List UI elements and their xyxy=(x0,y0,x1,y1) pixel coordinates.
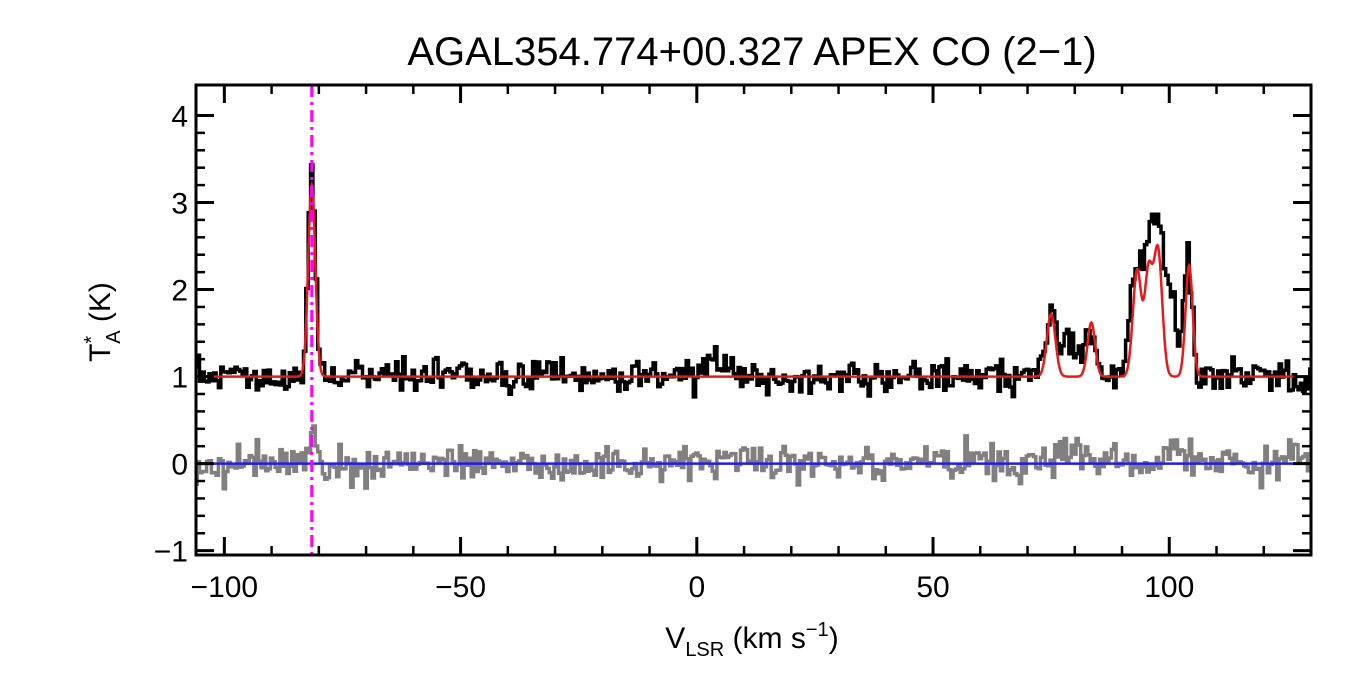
y-axis-label-sup: * xyxy=(81,336,103,344)
y-tick-label: 2 xyxy=(171,275,188,308)
x-axis-label-sub: LSR xyxy=(685,639,724,661)
x-axis: −100 −50 0 50 100 xyxy=(191,85,1313,604)
y-axis-label: T*A (K) xyxy=(81,282,125,362)
residual-series xyxy=(195,424,1312,491)
y-axis: −1 0 1 2 3 4 xyxy=(154,100,1311,569)
x-axis-label-close: ) xyxy=(829,622,839,655)
x-tick-label: 0 xyxy=(688,571,705,604)
gaussian-fit-curve xyxy=(196,180,1311,378)
x-axis-label-main: V xyxy=(665,622,685,655)
y-axis-label-sub: A xyxy=(103,330,125,344)
x-tick-label: 100 xyxy=(1144,571,1194,604)
x-tick-label: −50 xyxy=(435,571,486,604)
fit-series xyxy=(196,180,1311,378)
x-axis-label-sup: −1 xyxy=(806,619,829,641)
y-tick-label: 0 xyxy=(171,449,188,482)
x-tick-label: −100 xyxy=(191,571,259,604)
x-axis-label-unit: (km s xyxy=(724,622,806,655)
y-tick-label: 4 xyxy=(171,100,188,133)
y-axis-label-unit: (K) xyxy=(84,282,117,330)
observed-series xyxy=(195,163,1312,399)
y-tick-label: 3 xyxy=(171,188,188,221)
residual-spectrum xyxy=(195,424,1312,491)
chart-title: AGAL354.774+00.327 APEX CO (2−1) xyxy=(407,30,1096,74)
plot-frame xyxy=(194,83,1313,557)
y-axis-label-main: T xyxy=(84,344,117,362)
observed-spectrum xyxy=(195,163,1312,399)
x-tick-label: 50 xyxy=(916,571,949,604)
y-tick-label: −1 xyxy=(154,536,188,569)
x-axis-label: VLSR (km s−1) xyxy=(665,619,838,661)
y-tick-label: 1 xyxy=(171,362,188,395)
